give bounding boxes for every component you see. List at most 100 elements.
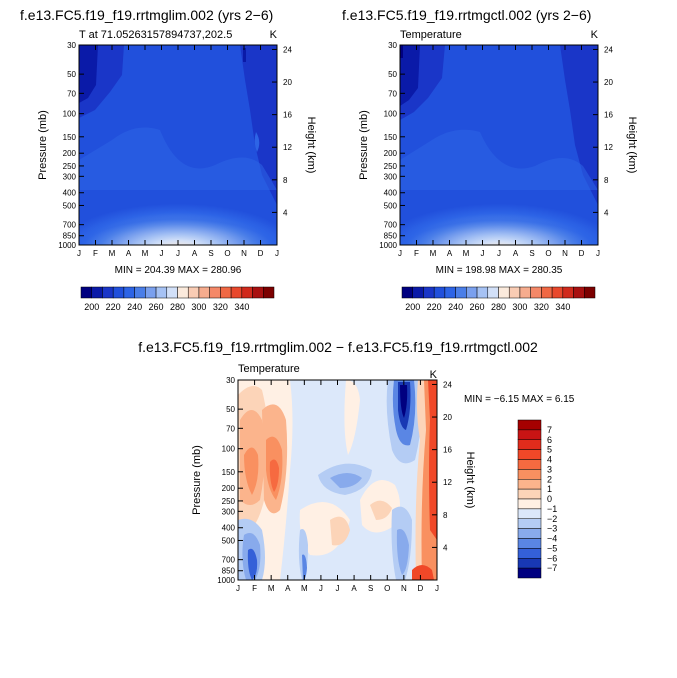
panel-2-left-label: Temperature: [400, 29, 462, 41]
panel-3-stats: MIN = −6.15 MAX = 6.15: [464, 394, 575, 405]
panel-2-ylabel: Pressure (mb): [358, 110, 370, 180]
height-tick-label: 16: [443, 446, 452, 455]
height-tick-label: 20: [604, 78, 613, 87]
month-tick-label: S: [529, 249, 534, 258]
height-tick-label: 8: [283, 176, 288, 185]
pressure-tick-label: 250: [384, 162, 398, 171]
colorbar-label: 320: [213, 302, 228, 312]
pressure-tick-label: 150: [222, 468, 236, 477]
panel-3-contour-field: [238, 380, 437, 580]
colorbar-swatch: [433, 286, 446, 299]
pressure-tick-label: 50: [226, 405, 235, 414]
colorbar-swatch: [123, 286, 135, 299]
colorbar-swatch: [80, 286, 92, 299]
colorbar-swatch: [530, 286, 542, 299]
colorbar-swatch: [517, 528, 542, 539]
height-tick-label: 4: [443, 543, 448, 552]
colorbar-swatch: [517, 508, 542, 519]
pressure-tick-label: 70: [388, 89, 397, 98]
colorbar-swatch: [102, 286, 114, 299]
pressure-tick-label: 200: [384, 149, 398, 158]
colorbar-swatch: [177, 286, 189, 299]
height-tick-label: 24: [443, 380, 452, 389]
month-tick-label: O: [545, 249, 551, 258]
panel-3-title: f.e13.FC5.f19_f19.rrtmglim.002 − f.e13.F…: [138, 339, 538, 355]
pressure-tick-label: 250: [63, 162, 77, 171]
colorbar-swatch: [541, 286, 553, 299]
pressure-tick-label: 150: [63, 133, 77, 142]
pressure-tick-label: 400: [222, 524, 236, 533]
pressure-tick-label: 850: [222, 567, 236, 576]
panel-2-y2label: Height (km): [626, 117, 638, 174]
pressure-tick-label: 500: [384, 201, 398, 210]
height-tick-label: 12: [283, 143, 292, 152]
month-tick-label: M: [463, 249, 470, 258]
pressure-tick-label: 70: [226, 424, 235, 433]
pressure-tick-label: 100: [222, 445, 236, 454]
pressure-tick-label: 300: [222, 507, 236, 516]
pressure-tick-label: 300: [63, 172, 77, 181]
height-tick-label: 20: [283, 78, 292, 87]
pressure-tick-label: 30: [226, 376, 235, 385]
pressure-tick-label: 850: [63, 232, 77, 241]
colorbar-swatch: [517, 449, 542, 460]
month-tick-label: D: [258, 249, 264, 258]
colorbar-swatch: [263, 286, 275, 299]
colorbar-swatch: [517, 567, 542, 579]
panel-2-right-label: K: [591, 29, 599, 41]
colorbar-swatch: [498, 286, 510, 299]
panel-1-stats: MIN = 204.39 MAX = 280.96: [115, 265, 242, 276]
height-tick-label: 12: [443, 478, 452, 487]
month-tick-label: D: [579, 249, 585, 258]
colorbar-label: −6: [547, 553, 557, 563]
colorbar-label: 340: [555, 302, 570, 312]
colorbar-swatch: [166, 286, 178, 299]
colorbar-label: 280: [491, 302, 506, 312]
panel-3: f.e13.FC5.f19_f19.rrtmglim.002 − f.e13.F…: [138, 339, 575, 593]
colorbar-swatch: [517, 548, 542, 559]
month-tick-label: F: [414, 249, 419, 258]
colorbar-label: 260: [149, 302, 164, 312]
colorbar-swatch: [562, 286, 574, 299]
panel-3-left-label: Temperature: [238, 363, 300, 375]
colorbar-swatch: [230, 286, 243, 299]
month-tick-label: M: [430, 249, 437, 258]
panel-1-left-label: T at 71.05263157894737,202.5: [79, 29, 232, 41]
colorbar-swatch: [517, 538, 542, 549]
panel-3-y2label: Height (km): [464, 452, 476, 509]
colorbar-swatch: [517, 498, 542, 510]
colorbar-swatch: [551, 286, 564, 299]
month-tick-label: J: [435, 584, 439, 593]
pressure-tick-label: 700: [384, 221, 398, 230]
month-tick-label: F: [93, 249, 98, 258]
month-tick-label: M: [268, 584, 275, 593]
panel-2-height-ticks: 4 8 12 16 20 24: [593, 45, 613, 217]
colorbar-label: 1: [547, 484, 552, 494]
colorbar-label: 260: [470, 302, 485, 312]
pressure-tick-label: 500: [222, 536, 236, 545]
pressure-tick-label: 250: [222, 497, 236, 506]
colorbar-swatch: [466, 286, 478, 299]
colorbar-swatch: [155, 286, 168, 299]
colorbar-swatch: [517, 429, 542, 440]
month-tick-label: J: [596, 249, 600, 258]
colorbar-swatch: [517, 558, 542, 569]
month-tick-label: J: [236, 584, 240, 593]
panel-1-colorbar: 200 220 240 260 280 300 320 340: [80, 286, 275, 312]
height-tick-label: 20: [443, 413, 452, 422]
colorbar-swatch: [91, 286, 103, 299]
pressure-tick-label: 1000: [217, 576, 235, 585]
pressure-tick-label: 200: [63, 149, 77, 158]
panel-2: f.e13.FC5.f19_f19.rrtmgctl.002 (yrs 2−6)…: [342, 7, 638, 312]
colorbar-swatch: [412, 286, 424, 299]
colorbar-swatch: [455, 286, 467, 299]
month-tick-label: J: [497, 249, 501, 258]
colorbar-label: 240: [127, 302, 142, 312]
pressure-tick-label: 1000: [58, 241, 76, 250]
pressure-tick-label: 1000: [379, 241, 397, 250]
colorbar-swatch: [476, 286, 489, 299]
height-tick-label: 8: [443, 511, 448, 520]
panel-1-contour-field: [79, 45, 277, 245]
month-tick-label: A: [126, 249, 132, 258]
month-tick-label: S: [368, 584, 373, 593]
